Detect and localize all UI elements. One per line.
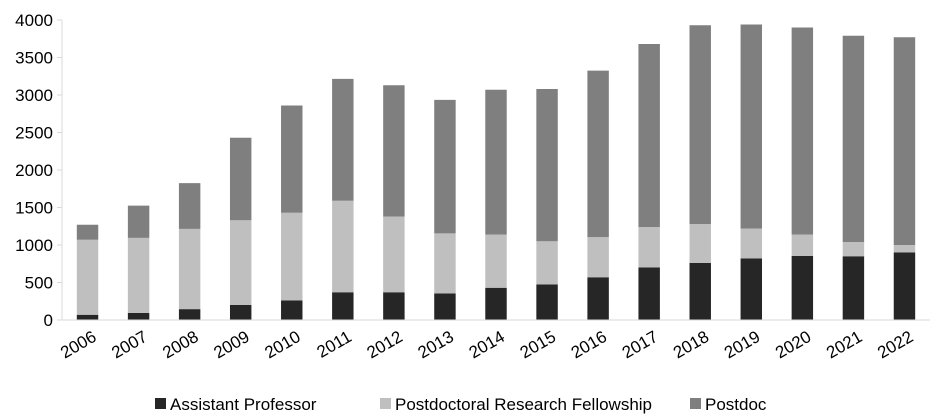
y-axis: 0 500 1000 1500 2000 2500 3000 3500 4000: [15, 11, 63, 330]
bar-segment: [332, 200, 354, 293]
x-tick-label: 2009: [210, 327, 252, 362]
bar-segment: [76, 239, 99, 315]
x-tick-label: 2014: [466, 327, 508, 362]
bar-segment: [638, 227, 660, 268]
bar-segment: [536, 89, 558, 242]
legend-label: Postdoctoral Research Fellowship: [395, 395, 652, 414]
x-tick-label: 2022: [874, 327, 916, 362]
bar-segment: [281, 105, 303, 213]
y-tick-label: 2500: [15, 124, 53, 143]
bar-segment: [485, 287, 507, 320]
x-tick-label: 2020: [772, 327, 814, 362]
bar-segment: [638, 267, 660, 320]
bar-segment: [229, 137, 252, 221]
bar-segment: [689, 224, 711, 263]
bar-segment: [76, 314, 99, 320]
legend-swatch: [155, 398, 166, 409]
bar-segment: [178, 309, 201, 321]
y-tick-label: 1000: [15, 236, 53, 255]
bar-segment: [842, 256, 865, 320]
x-tick-label: 2007: [108, 327, 150, 362]
x-tick-label: 2010: [262, 327, 304, 362]
x-tick-label: 2006: [57, 327, 99, 362]
x-tick-label: 2011: [314, 327, 355, 362]
bar-segment: [893, 37, 916, 245]
bar-segment: [689, 263, 711, 320]
y-tick-label: 4000: [15, 11, 53, 30]
bar-segment: [893, 252, 916, 320]
bar-segment: [127, 237, 150, 313]
bar-segment: [485, 234, 507, 288]
bars-group: [76, 24, 916, 321]
bar-segment: [740, 258, 763, 320]
bar-segment: [842, 242, 865, 257]
bar-segment: [434, 99, 456, 234]
bar-segment: [485, 89, 507, 235]
x-tick-label: 2015: [517, 327, 559, 362]
bar-segment: [76, 224, 99, 240]
bar-segment: [332, 292, 354, 320]
y-tick-label: 500: [25, 274, 53, 293]
bar-segment: [587, 277, 609, 320]
legend-swatch: [380, 398, 391, 409]
y-tick-label: 3500: [15, 49, 53, 68]
y-tick-label: 1500: [15, 199, 53, 218]
bar-segment: [434, 293, 456, 321]
bar-segment: [127, 205, 150, 238]
x-tick-label: 2008: [159, 327, 201, 362]
legend-swatch: [690, 398, 701, 409]
bar-segment: [587, 70, 609, 238]
bar-segment: [842, 35, 865, 242]
bar-segment: [383, 216, 405, 293]
bar-segment: [332, 78, 354, 201]
bar-segment: [281, 300, 303, 320]
legend-label: Assistant Professor: [170, 395, 317, 414]
bar-segment: [587, 237, 609, 278]
bar-segment: [689, 25, 711, 224]
x-tick-label: 2017: [619, 327, 661, 362]
bar-segment: [229, 305, 252, 320]
bar-segment: [740, 24, 763, 229]
bar-segment: [791, 234, 814, 256]
x-tick-label: 2013: [415, 327, 457, 362]
bar-segment: [791, 27, 814, 235]
x-axis: 2006 2007 2008 2009 2010 2011 2012 2013 2014 2015…: [57, 319, 930, 362]
bar-segment: [536, 241, 558, 285]
bar-segment: [383, 85, 405, 217]
bar-segment: [127, 312, 150, 321]
x-tick-label: 2016: [568, 327, 610, 362]
bar-segment: [383, 292, 405, 320]
y-tick-label: 3000: [15, 86, 53, 105]
x-tick-label: 2021: [823, 327, 865, 362]
x-tick-label: 2018: [670, 327, 712, 362]
bar-segment: [281, 212, 303, 301]
bar-segment: [229, 220, 252, 305]
y-tick-label: 0: [44, 311, 53, 330]
bar-segment: [178, 228, 201, 310]
x-tick-label: 2012: [364, 327, 406, 362]
bar-segment: [791, 255, 814, 321]
legend: Assistant Professor Postdoctoral Research…: [155, 395, 767, 414]
x-tick-label: 2019: [721, 327, 763, 362]
bar-segment: [536, 284, 558, 321]
bar-segment: [178, 183, 201, 229]
bar-segment: [893, 245, 916, 253]
legend-label: Postdoc: [705, 395, 767, 414]
bar-segment: [638, 44, 660, 227]
y-tick-label: 2000: [15, 161, 53, 180]
bar-segment: [434, 233, 456, 294]
bar-segment: [740, 228, 763, 259]
